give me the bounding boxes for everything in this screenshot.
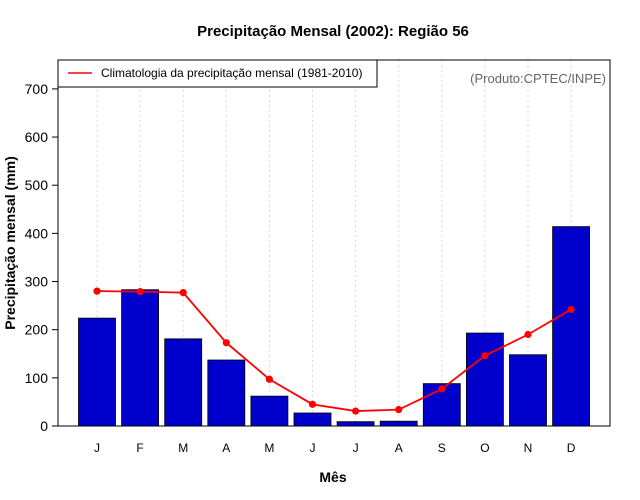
- climatology-point: [308, 400, 317, 408]
- y-tick-label: 400: [25, 225, 49, 241]
- climatology-point: [524, 330, 532, 339]
- y-tick-label: 300: [25, 274, 49, 290]
- y-tick-label: 0: [40, 418, 48, 434]
- y-tick-label: 200: [25, 322, 49, 338]
- y-axis-label: Precipitação mensal (mm): [2, 156, 18, 330]
- climatology-point: [395, 406, 403, 414]
- legend-label: Climatologia da precipitação mensal (198…: [101, 66, 362, 80]
- climatology-point: [93, 287, 101, 295]
- climatology-point: [136, 288, 144, 296]
- x-axis-label: Mês: [319, 469, 346, 485]
- bar: [509, 354, 547, 427]
- y-tick-label: 700: [25, 81, 49, 97]
- x-tick-label: A: [395, 441, 403, 455]
- x-tick-label: J: [310, 441, 316, 455]
- x-tick-label: M: [178, 441, 188, 455]
- y-tick-label: 600: [25, 129, 49, 145]
- bar: [250, 395, 289, 427]
- x-tick-label: M: [264, 441, 274, 455]
- x-tick-label: F: [136, 441, 143, 455]
- x-tick-label: J: [353, 441, 359, 455]
- bar: [552, 226, 590, 427]
- climatology-point: [179, 289, 187, 297]
- climatology-series: [93, 287, 575, 415]
- bar: [293, 412, 332, 427]
- climatology-point: [265, 375, 273, 383]
- legend: Climatologia da precipitação mensal (198…: [57, 59, 378, 88]
- bar: [465, 332, 504, 427]
- x-tick-label: S: [438, 441, 446, 455]
- x-tick-label: N: [524, 441, 533, 455]
- climatology-point: [438, 385, 446, 393]
- bar: [78, 317, 116, 427]
- bar: [121, 289, 159, 427]
- bar: [207, 359, 246, 427]
- bar: [336, 421, 375, 427]
- climatology-point: [222, 339, 230, 347]
- y-tick-label: 500: [25, 177, 49, 193]
- x-tick-label: D: [567, 441, 576, 455]
- climatology-point: [567, 305, 575, 314]
- climatology-line: [96, 290, 572, 412]
- x-tick-label: J: [94, 441, 100, 455]
- bar: [164, 338, 203, 427]
- bar-series: [78, 226, 590, 427]
- chart-title: Precipitação Mensal (2002): Região 56: [197, 23, 469, 40]
- y-tick-label: 100: [25, 370, 49, 386]
- source-annotation: (Produto:CPTEC/INPE): [470, 71, 606, 86]
- climatology-point: [352, 407, 360, 415]
- y-axis: 0 100 200 300 400 500 600 700: [25, 81, 58, 434]
- bar: [379, 420, 418, 427]
- x-tick-label: O: [480, 441, 489, 455]
- climatology-point: [481, 352, 489, 360]
- legend-box: [57, 59, 378, 88]
- x-tick-label: A: [222, 441, 230, 455]
